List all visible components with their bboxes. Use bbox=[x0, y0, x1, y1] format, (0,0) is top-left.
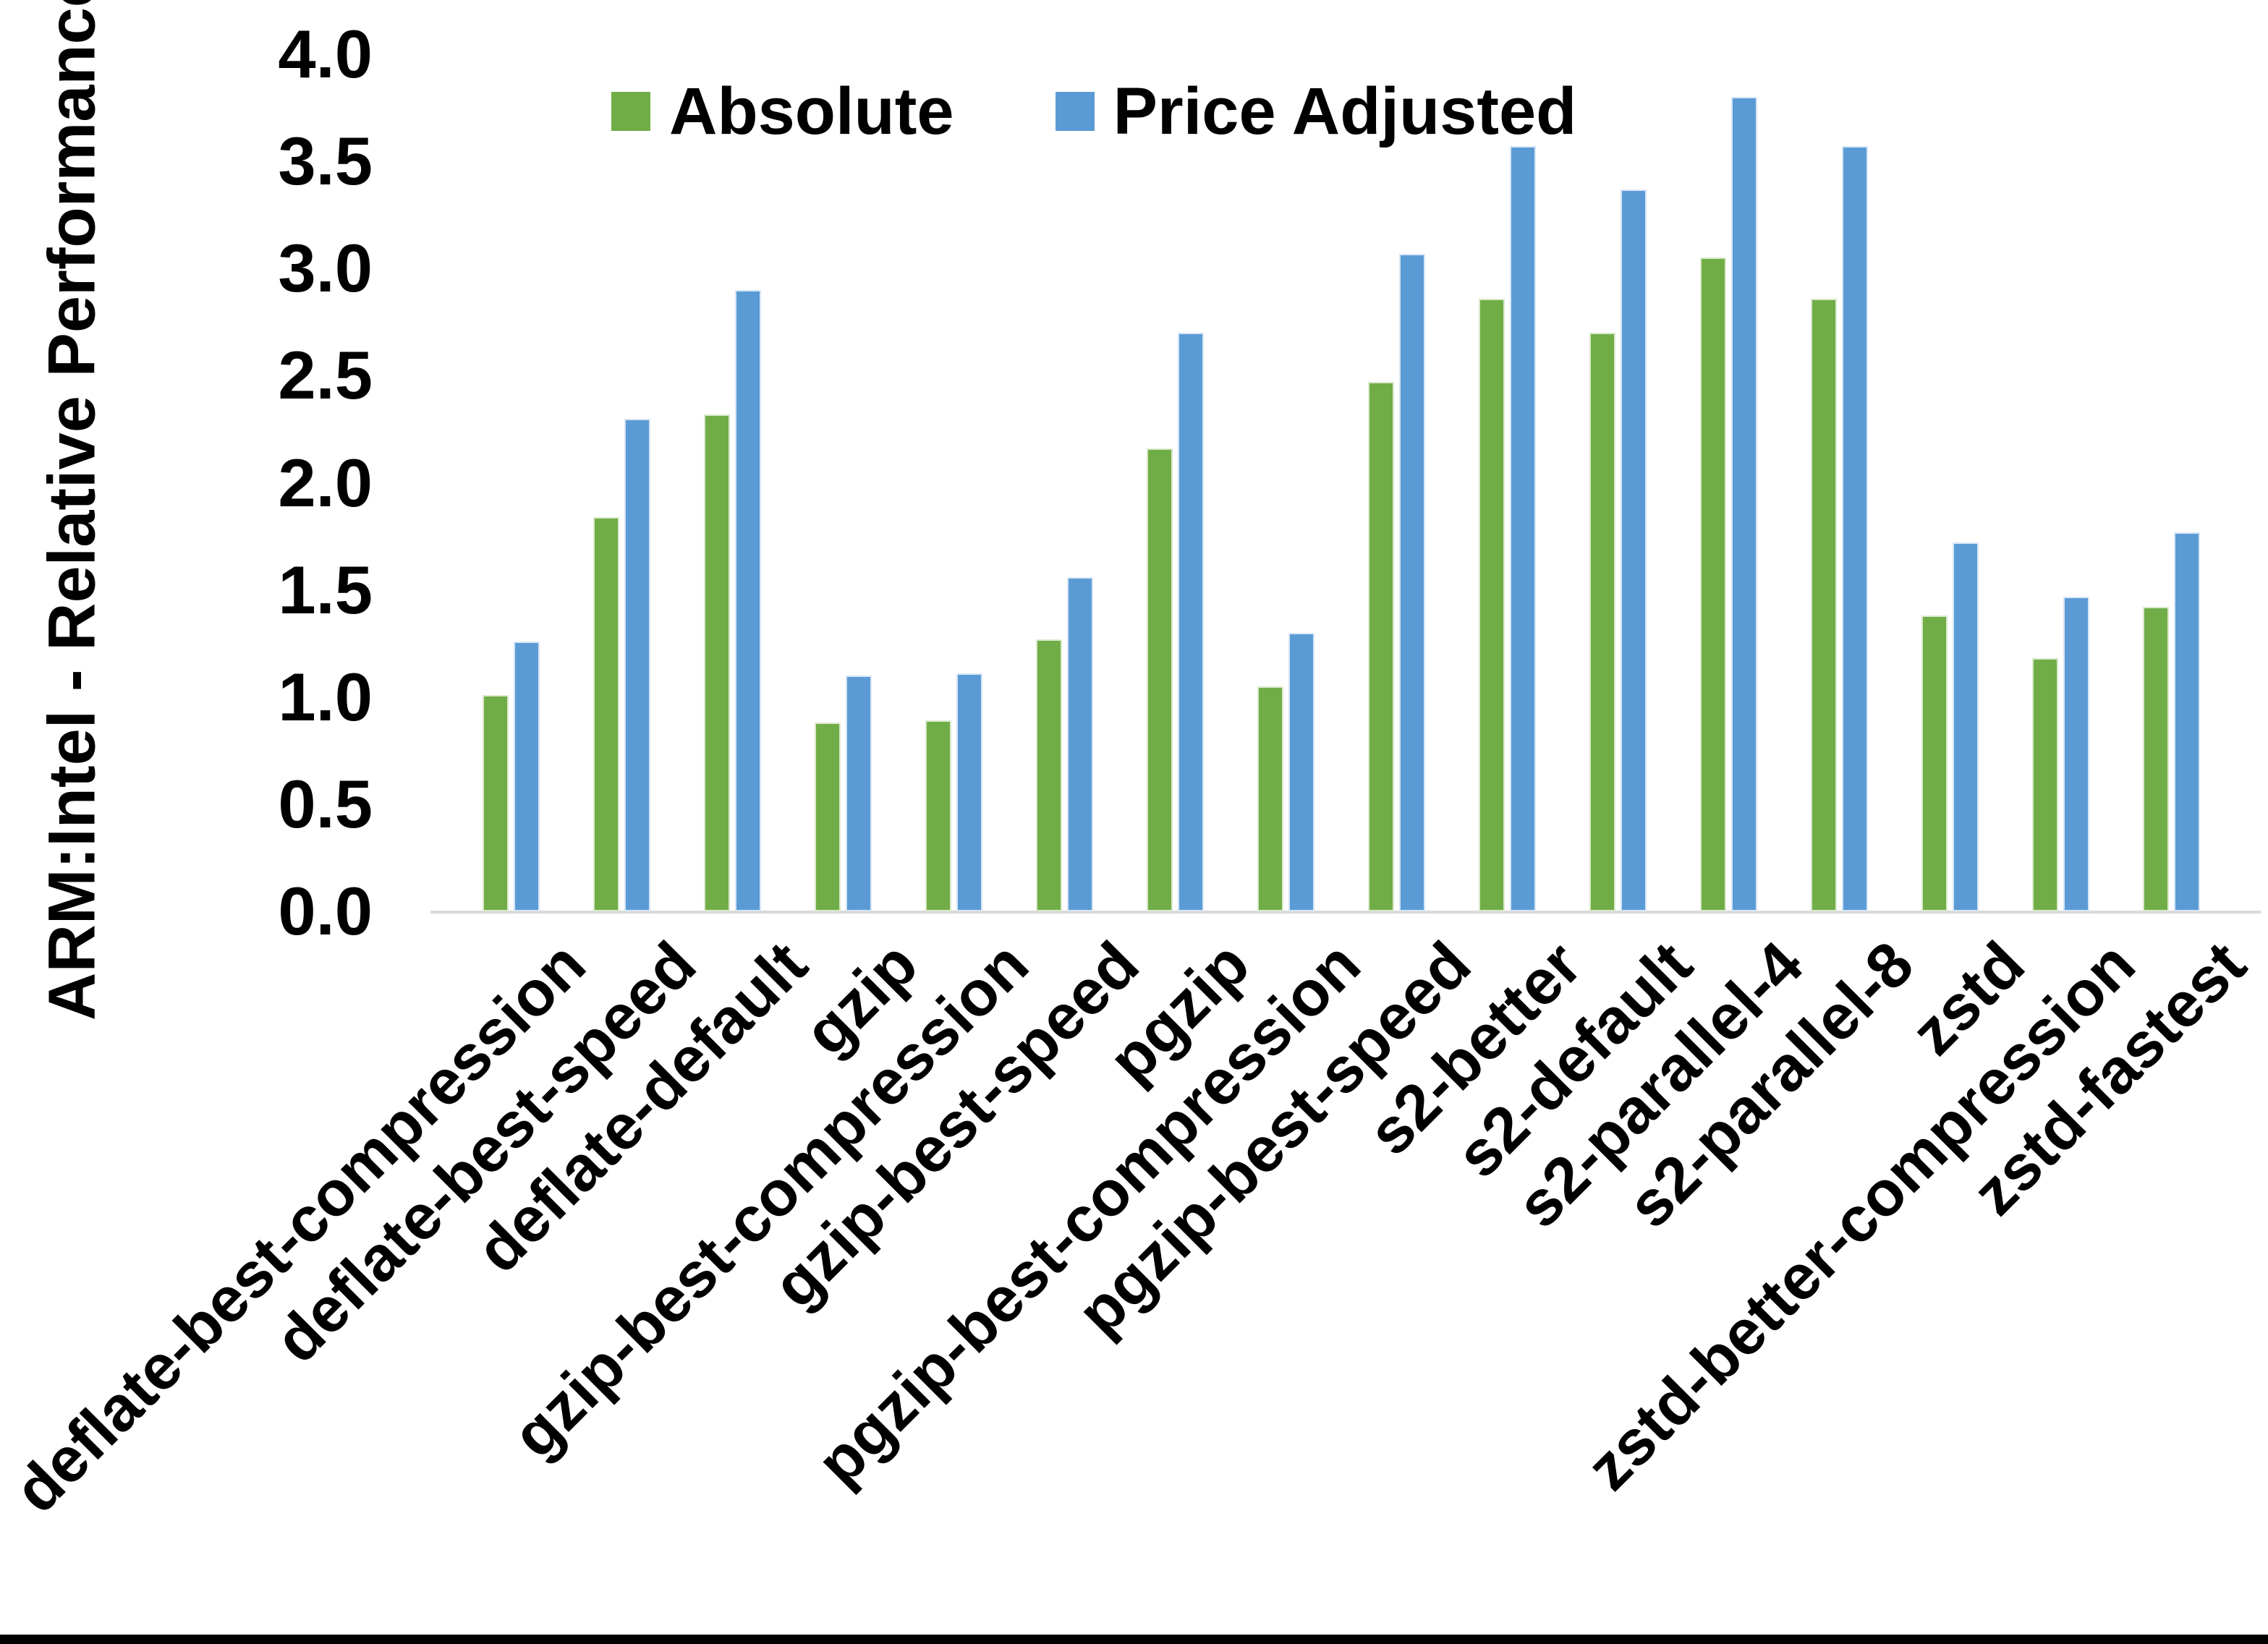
y-tick-label: 0.5 bbox=[278, 765, 373, 842]
y-tick-label: 1.0 bbox=[278, 658, 373, 735]
bar-price-adjusted bbox=[1842, 146, 1868, 911]
bar-absolute bbox=[1811, 298, 1837, 911]
x-axis-line bbox=[430, 911, 2261, 913]
y-axis-title: ARM:Intel - Relative Performance bbox=[35, 0, 109, 1021]
bar-absolute bbox=[1921, 616, 1948, 911]
legend-label: Price Adjusted bbox=[1113, 74, 1577, 148]
bar-absolute bbox=[1479, 298, 1505, 911]
bar-absolute bbox=[815, 723, 841, 911]
y-tick-label: 3.0 bbox=[278, 230, 373, 307]
bar-absolute bbox=[1589, 333, 1615, 911]
legend-item-price-adjusted: Price Adjusted bbox=[1055, 74, 1577, 148]
bar-price-adjusted bbox=[1067, 576, 1093, 911]
legend-label: Absolute bbox=[669, 74, 954, 148]
bar-price-adjusted bbox=[1621, 189, 1647, 911]
legend-item-absolute: Absolute bbox=[611, 78, 954, 145]
bar-price-adjusted bbox=[1288, 632, 1314, 911]
chart-legend: Absolute Price Adjusted bbox=[611, 78, 1576, 145]
bar-absolute bbox=[1257, 686, 1283, 911]
bar-price-adjusted bbox=[1399, 253, 1425, 911]
bar-absolute bbox=[1700, 257, 1726, 911]
bar-absolute bbox=[593, 516, 619, 911]
bar-price-adjusted bbox=[956, 673, 982, 911]
bar-price-adjusted bbox=[735, 289, 761, 911]
y-tick-label: 0.0 bbox=[278, 873, 373, 949]
bar-price-adjusted bbox=[846, 676, 872, 911]
bar-absolute bbox=[2143, 607, 2169, 911]
bar-absolute bbox=[1036, 639, 1062, 911]
y-tick-label: 2.0 bbox=[278, 444, 373, 521]
bar-price-adjusted bbox=[2174, 532, 2200, 911]
bar-absolute bbox=[704, 414, 730, 911]
bar-price-adjusted bbox=[1510, 146, 1536, 911]
bar-price-adjusted bbox=[1953, 542, 1979, 911]
bar-absolute bbox=[1368, 382, 1394, 911]
bar-absolute bbox=[483, 694, 509, 911]
y-tick-label: 2.5 bbox=[278, 337, 373, 414]
bar-price-adjusted bbox=[1731, 97, 1757, 911]
y-tick-label: 3.5 bbox=[278, 123, 373, 200]
bar-absolute bbox=[2032, 658, 2058, 911]
bar-price-adjusted bbox=[1178, 333, 1204, 911]
bar-absolute bbox=[925, 720, 951, 911]
y-tick-label: 4.0 bbox=[278, 16, 373, 92]
bottom-border bbox=[0, 1635, 2268, 1644]
bar-price-adjusted bbox=[2063, 596, 2089, 911]
bar-absolute bbox=[1147, 448, 1173, 911]
legend-swatch-icon bbox=[1055, 92, 1095, 131]
y-tick-label: 1.5 bbox=[278, 551, 373, 628]
legend-swatch-icon bbox=[611, 92, 650, 131]
bar-price-adjusted bbox=[514, 641, 540, 911]
bar-price-adjusted bbox=[624, 418, 650, 911]
